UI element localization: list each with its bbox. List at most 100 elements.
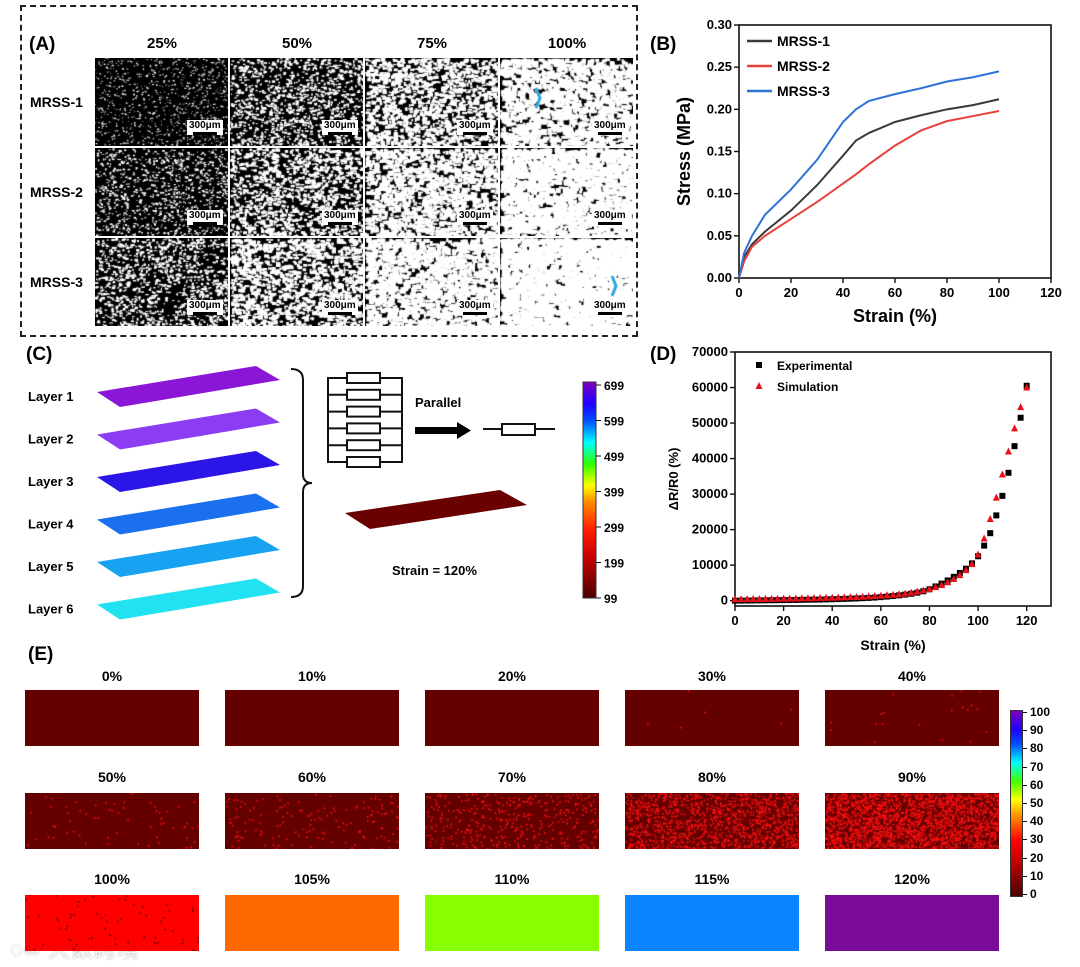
data-point-simulation: [1023, 383, 1031, 391]
data-point-simulation: [877, 591, 885, 599]
strain-label: 110%: [494, 871, 530, 887]
strain-label: 115%: [694, 871, 730, 887]
legend-marker: [756, 362, 762, 368]
data-point-experimental: [1017, 414, 1024, 421]
panel-d-label: (D): [650, 344, 677, 365]
data-point-simulation: [810, 594, 818, 602]
resistor-icon: [346, 439, 381, 452]
data-point-simulation: [798, 594, 806, 602]
strained-layer-strip: [345, 490, 527, 529]
y-tick-label: 0.20: [707, 101, 732, 116]
layer-label: Layer 2: [28, 432, 74, 447]
resistor-icon: [346, 388, 381, 401]
data-point-simulation: [792, 594, 800, 602]
data-point-experimental: [987, 530, 994, 537]
data-point-simulation: [737, 595, 745, 603]
simulation-map: [225, 793, 399, 849]
data-point-simulation: [834, 593, 842, 601]
x-tick-label: 120: [1040, 285, 1062, 300]
x-tick-label: 100: [988, 285, 1010, 300]
scale-bar-line: [327, 312, 352, 315]
data-point-experimental: [1005, 469, 1012, 476]
scale-bar: 300μm: [322, 300, 358, 315]
simulation-map: [25, 793, 199, 849]
scale-bar-line: [462, 312, 487, 315]
strain-label: Strain = 120%: [392, 563, 477, 578]
scale-bar-label: 300μm: [324, 300, 356, 311]
scale-bar: 300μm: [592, 300, 628, 315]
colorbar-tick: [1022, 803, 1027, 804]
data-point-simulation: [767, 594, 775, 602]
colorbar-tick: [1022, 875, 1027, 877]
x-tick-label: 60: [874, 613, 888, 628]
colorbar-tick-label: 499: [604, 450, 624, 464]
x-tick-label: 120: [1016, 613, 1038, 628]
x-tick-label: 40: [825, 613, 839, 628]
colorbar-tick-label: 50: [1030, 796, 1044, 810]
simulation-map: [25, 895, 199, 951]
y-tick-label: 0.15: [707, 144, 732, 159]
scale-bar-line: [462, 132, 487, 135]
colorbar-tick-label: 90: [1030, 723, 1044, 738]
data-point-simulation: [755, 594, 763, 602]
colorbar-tick-label: 599: [604, 415, 624, 429]
data-point-experimental: [999, 492, 1006, 499]
simulation-map: [825, 793, 999, 849]
x-tick-label: 40: [836, 285, 850, 300]
y-tick-label: 0.10: [707, 186, 732, 201]
y-tick-label: 0.30: [707, 17, 732, 32]
colorbar-tick: [1022, 894, 1027, 895]
data-point-simulation: [731, 595, 739, 603]
y-tick-label: 70000: [692, 344, 728, 359]
resistor-icon: [346, 405, 381, 418]
scale-bar-line: [192, 132, 217, 135]
scale-bar: 300μm: [322, 210, 358, 225]
layer-plane: [97, 536, 280, 577]
data-point-simulation: [859, 592, 867, 600]
colorbar-tick-label: 80: [1030, 741, 1044, 756]
resistor-icon: [501, 423, 536, 436]
data-point-simulation: [761, 594, 769, 602]
data-point-simulation: [883, 591, 891, 599]
data-point-simulation: [840, 593, 848, 601]
y-tick-label: 0.00: [707, 270, 732, 285]
data-point-simulation: [871, 592, 879, 600]
strain-label: 100%: [94, 871, 130, 887]
strain-label: 30%: [697, 668, 727, 684]
colorbar-tick-label: 70: [1030, 759, 1044, 774]
data-point-simulation: [907, 588, 915, 596]
arrow-right-icon: [457, 422, 471, 439]
colorbar-tick-label: 699: [604, 379, 624, 393]
data-point-simulation: [889, 590, 897, 598]
simulation-map: [625, 793, 799, 849]
colorbar-tick-label: 299: [604, 521, 624, 535]
colorbar-tick-label: 20: [1030, 850, 1044, 865]
y-axis-label: ΔR/R0 (%): [666, 448, 681, 511]
column-header: 25%: [146, 35, 178, 52]
row-label: MRSS-1: [30, 94, 83, 110]
strain-label: 120%: [894, 871, 930, 887]
legend-label: MRSS-1: [777, 33, 830, 49]
scale-bar: 300μm: [592, 210, 628, 225]
data-point-simulation: [774, 594, 782, 602]
data-point-simulation: [822, 593, 830, 601]
colorbar-tick: [1022, 712, 1027, 713]
layer-label: Layer 5: [28, 559, 74, 574]
panel-b-label: (B): [650, 34, 677, 55]
data-point-simulation: [1011, 424, 1019, 432]
y-tick-label: 10000: [692, 557, 728, 572]
legend-label: Simulation: [777, 380, 838, 394]
simulation-map: [825, 690, 999, 746]
layer-label: Layer 3: [28, 474, 74, 489]
series-line-mrss-1: [738, 98, 1000, 279]
x-tick-label: 0: [735, 285, 742, 300]
scale-bar-line: [327, 132, 352, 135]
resistor-icon: [346, 456, 381, 468]
panel-a-label: (A): [29, 34, 56, 55]
y-axis-label: Stress (MPa): [674, 97, 694, 206]
scale-bar: 300μm: [187, 210, 223, 225]
layer-plane: [97, 451, 280, 492]
scale-bar-label: 300μm: [459, 120, 491, 131]
x-tick-label: 0: [731, 613, 738, 628]
colorbar-tick-label: 40: [1030, 814, 1044, 829]
